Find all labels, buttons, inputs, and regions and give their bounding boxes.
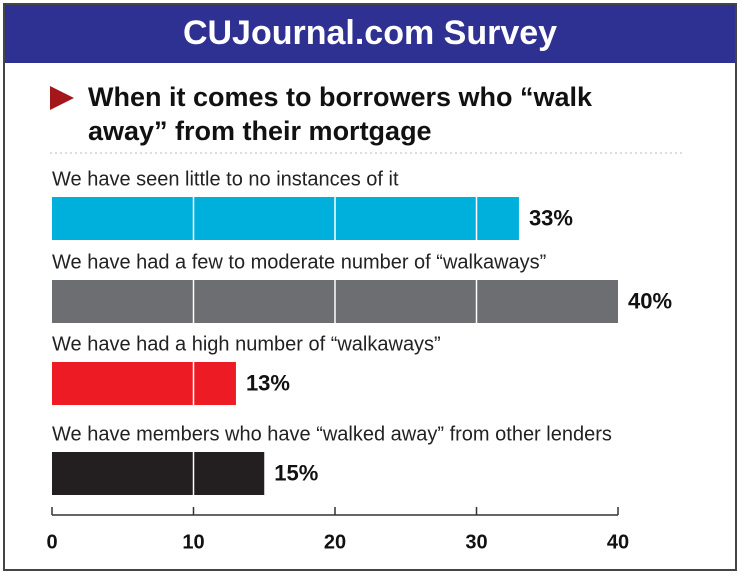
bullet-arrow	[50, 86, 74, 110]
bar	[52, 362, 236, 405]
x-tick-label: 20	[324, 531, 346, 553]
x-tick-label: 30	[465, 531, 487, 553]
bar	[52, 197, 519, 240]
x-tick-label: 10	[182, 531, 204, 553]
chart-title: CUJournal.com Survey	[183, 14, 557, 52]
chart-subtitle: When it comes to borrowers who “walk awa…	[88, 82, 593, 146]
bar	[52, 452, 265, 495]
category-label: We have had a high number of “walkaways”	[52, 333, 441, 355]
value-label: 40%	[628, 288, 672, 313]
value-label: 33%	[529, 205, 573, 230]
category-label: We have had a few to moderate number of …	[52, 251, 546, 273]
value-label: 13%	[246, 370, 290, 395]
header-band	[5, 5, 735, 63]
x-tick-label: 40	[607, 531, 629, 553]
x-tick-label: 0	[46, 531, 57, 553]
category-label: We have seen little to no instances of i…	[52, 168, 399, 190]
value-label: 15%	[274, 460, 318, 485]
category-label: We have members who have “walked away” f…	[52, 423, 612, 445]
